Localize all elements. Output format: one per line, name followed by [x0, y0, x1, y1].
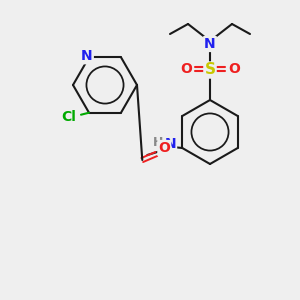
Text: O: O [228, 62, 240, 76]
Text: O: O [180, 62, 192, 76]
Text: N: N [164, 137, 176, 151]
Text: Cl: Cl [61, 110, 76, 124]
Text: N: N [81, 49, 93, 63]
Text: S: S [205, 62, 215, 77]
Text: O: O [158, 141, 170, 155]
Text: N: N [204, 37, 216, 51]
Text: H: H [153, 136, 164, 148]
